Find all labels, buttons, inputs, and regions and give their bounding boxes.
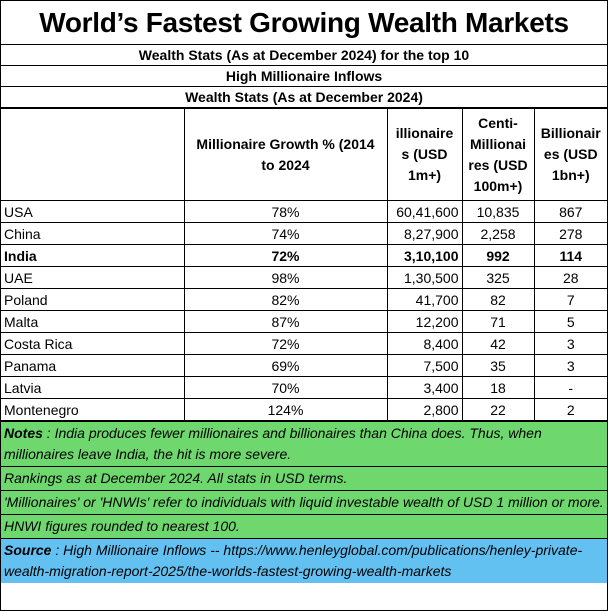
subtitle-inflows: High Millionaire Inflows: [1, 66, 607, 87]
cell-growth: 98%: [183, 266, 388, 289]
table-row: USA 78% 60,41,600 10,835 867: [1, 200, 607, 223]
cell-billionaires: 7: [533, 288, 607, 311]
table-row: Poland 82% 41,700 82 7: [1, 288, 607, 311]
table-row: UAE 98% 1,30,500 325 28: [1, 266, 607, 289]
cell-country: USA: [1, 200, 185, 223]
table-row-highlight: India 72% 3,10,100 992 114: [1, 244, 607, 267]
cell-billionaires: 867: [533, 200, 607, 223]
page-title: World’s Fastest Growing Wealth Markets: [1, 1, 607, 45]
header-billionaires: Billionair es (USD 1bn+): [533, 108, 607, 201]
source-block: Source : High Millionaire Inflows -- htt…: [1, 538, 607, 583]
cell-centi: 10,835: [461, 200, 535, 223]
cell-country: Latvia: [1, 376, 185, 399]
cell-growth: 78%: [183, 200, 388, 223]
cell-centi: 42: [461, 332, 535, 355]
cell-billionaires: 28: [533, 266, 607, 289]
cell-millionaires: 41,700: [386, 288, 463, 311]
cell-country: Malta: [1, 310, 185, 333]
cell-centi: 992: [461, 244, 535, 267]
table-row: Panama 69% 7,500 35 3: [1, 354, 607, 377]
table-row: Montenegro 124% 2,800 22 2: [1, 398, 607, 421]
cell-billionaires: 5: [533, 310, 607, 333]
cell-centi: 325: [461, 266, 535, 289]
cell-millionaires: 60,41,600: [386, 200, 463, 223]
notes-text: : India produces fewer millionaires and …: [4, 425, 542, 462]
cell-billionaires: 3: [533, 332, 607, 355]
cell-centi: 71: [461, 310, 535, 333]
cell-growth: 72%: [183, 244, 388, 267]
cell-billionaires: -: [533, 376, 607, 399]
notes-block: Notes : India produces fewer millionaire…: [1, 421, 607, 466]
cell-billionaires: 2: [533, 398, 607, 421]
cell-billionaires: 278: [533, 222, 607, 245]
subtitle-top10: Wealth Stats (As at December 2024) for t…: [1, 45, 607, 66]
header-centi-millionaires: Centi-Millionai res (USD 100m+): [461, 108, 535, 201]
table-row: Latvia 70% 3,400 18 -: [1, 376, 607, 399]
cell-growth: 87%: [183, 310, 388, 333]
rankings-note: Rankings as at December 2024. All stats …: [1, 466, 607, 490]
wealth-table: Millionaire Growth % (2014 to 2024 illio…: [1, 108, 607, 421]
table-row: Malta 87% 12,200 71 5: [1, 310, 607, 333]
rounding-note: HNWI figures rounded to nearest 100.: [1, 514, 607, 538]
source-label: Source: [4, 542, 52, 558]
notes-label: Notes: [4, 425, 43, 441]
subtitle-wealth-stats: Wealth Stats (As at December 2024): [1, 87, 607, 108]
cell-country: Poland: [1, 288, 185, 311]
cell-billionaires: 114: [533, 244, 607, 267]
cell-centi: 82: [461, 288, 535, 311]
cell-growth: 69%: [183, 354, 388, 377]
header-millionaires: illionaire s (USD 1m+): [386, 108, 463, 201]
cell-millionaires: 12,200: [386, 310, 463, 333]
cell-country: Panama: [1, 354, 185, 377]
definition-note: 'Millionaires' or 'HNWIs' refer to indiv…: [1, 490, 607, 514]
cell-centi: 35: [461, 354, 535, 377]
cell-centi: 2,258: [461, 222, 535, 245]
cell-millionaires: 8,400: [386, 332, 463, 355]
cell-centi: 22: [461, 398, 535, 421]
cell-millionaires: 3,400: [386, 376, 463, 399]
cell-country: UAE: [1, 266, 185, 289]
table-row: China 74% 8,27,900 2,258 278: [1, 222, 607, 245]
table-header-row: Millionaire Growth % (2014 to 2024 illio…: [1, 108, 607, 201]
cell-growth: 72%: [183, 332, 388, 355]
cell-centi: 18: [461, 376, 535, 399]
header-country: [1, 108, 185, 201]
source-text: : High Millionaire Inflows -- https://ww…: [4, 542, 583, 579]
cell-country: China: [1, 222, 185, 245]
cell-country: India: [1, 244, 185, 267]
cell-growth: 70%: [183, 376, 388, 399]
cell-millionaires: 3,10,100: [386, 244, 463, 267]
cell-millionaires: 7,500: [386, 354, 463, 377]
cell-growth: 124%: [183, 398, 388, 421]
cell-billionaires: 3: [533, 354, 607, 377]
cell-country: Costa Rica: [1, 332, 185, 355]
cell-millionaires: 2,800: [386, 398, 463, 421]
cell-growth: 82%: [183, 288, 388, 311]
header-growth: Millionaire Growth % (2014 to 2024: [183, 108, 388, 201]
table-row: Costa Rica 72% 8,400 42 3: [1, 332, 607, 355]
cell-millionaires: 8,27,900: [386, 222, 463, 245]
cell-growth: 74%: [183, 222, 388, 245]
cell-country: Montenegro: [1, 398, 185, 421]
cell-millionaires: 1,30,500: [386, 266, 463, 289]
